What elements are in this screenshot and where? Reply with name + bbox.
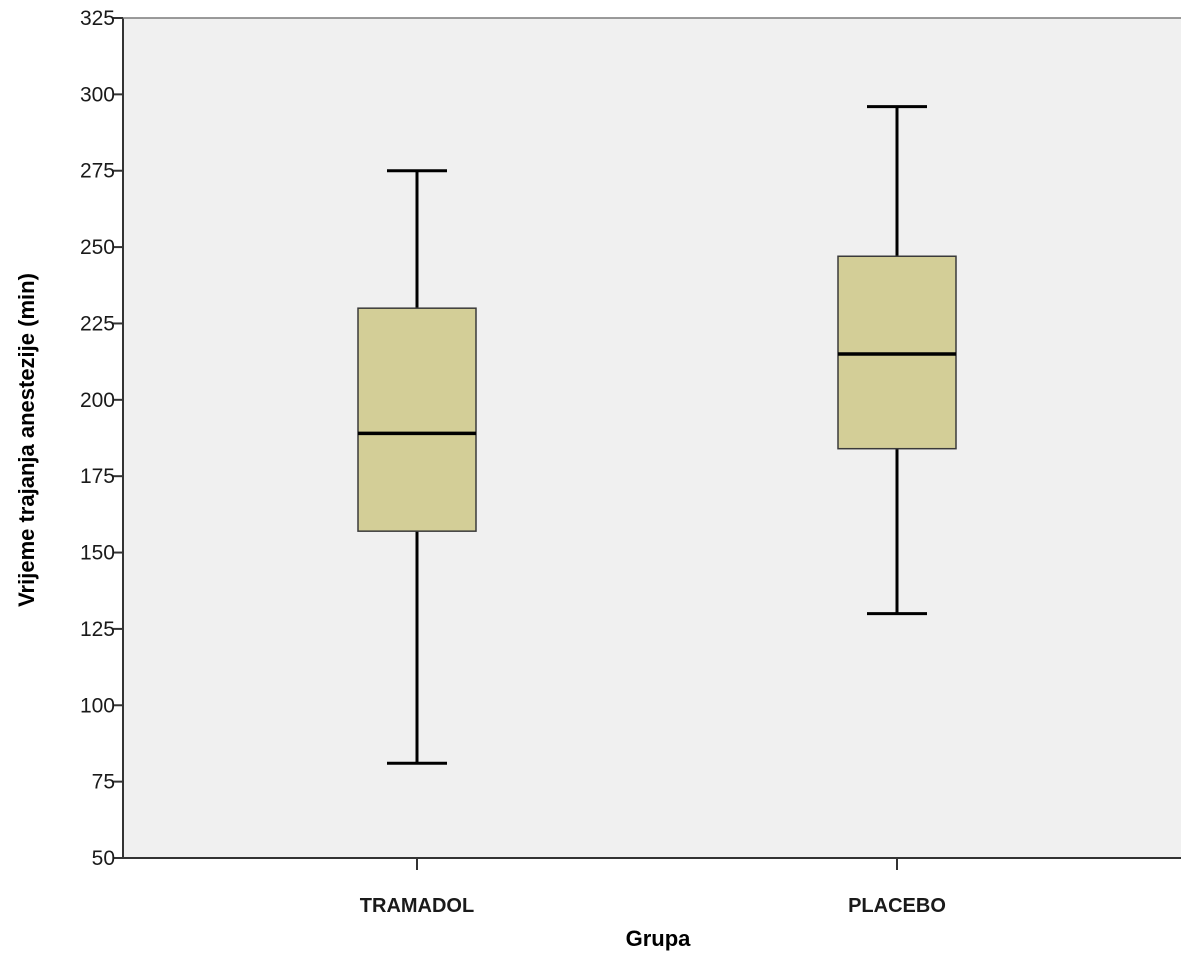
y-tick-label-250: 250 [80,236,115,259]
y-tick-label-125: 125 [80,618,115,641]
y-tick-label-175: 175 [80,465,115,488]
box-tramadol [357,169,477,765]
y-axis-title: Vrijeme trajanja anestezije (min) [14,273,39,607]
box-placebo [837,105,957,616]
iqr-box-tramadol [357,307,477,532]
y-tick-label-275: 275 [80,160,115,183]
x-tick-label-tramadol: TRAMADOL [360,895,474,917]
y-tick-label-75: 75 [92,771,115,794]
plot-area [123,18,1181,858]
axes-layer [122,17,1181,859]
boxes-layer [357,105,957,765]
y-tick-label-150: 150 [80,542,115,565]
x-tick-label-placebo: PLACEBO [848,895,946,917]
y-tick-label-50: 50 [92,847,115,870]
y-ticks: 50 75 100 125 150 175 200 225 250 275 300 325 [80,7,123,870]
y-tick-label-200: 200 [80,389,115,412]
y-tick-label-300: 300 [80,83,115,106]
x-categories: TRAMADOL PLACEBO [360,858,946,917]
y-tick-label-325: 325 [80,7,115,30]
y-tick-label-225: 225 [80,312,115,335]
x-axis-title: Grupa [626,926,692,951]
y-tick-label-100: 100 [80,694,115,717]
